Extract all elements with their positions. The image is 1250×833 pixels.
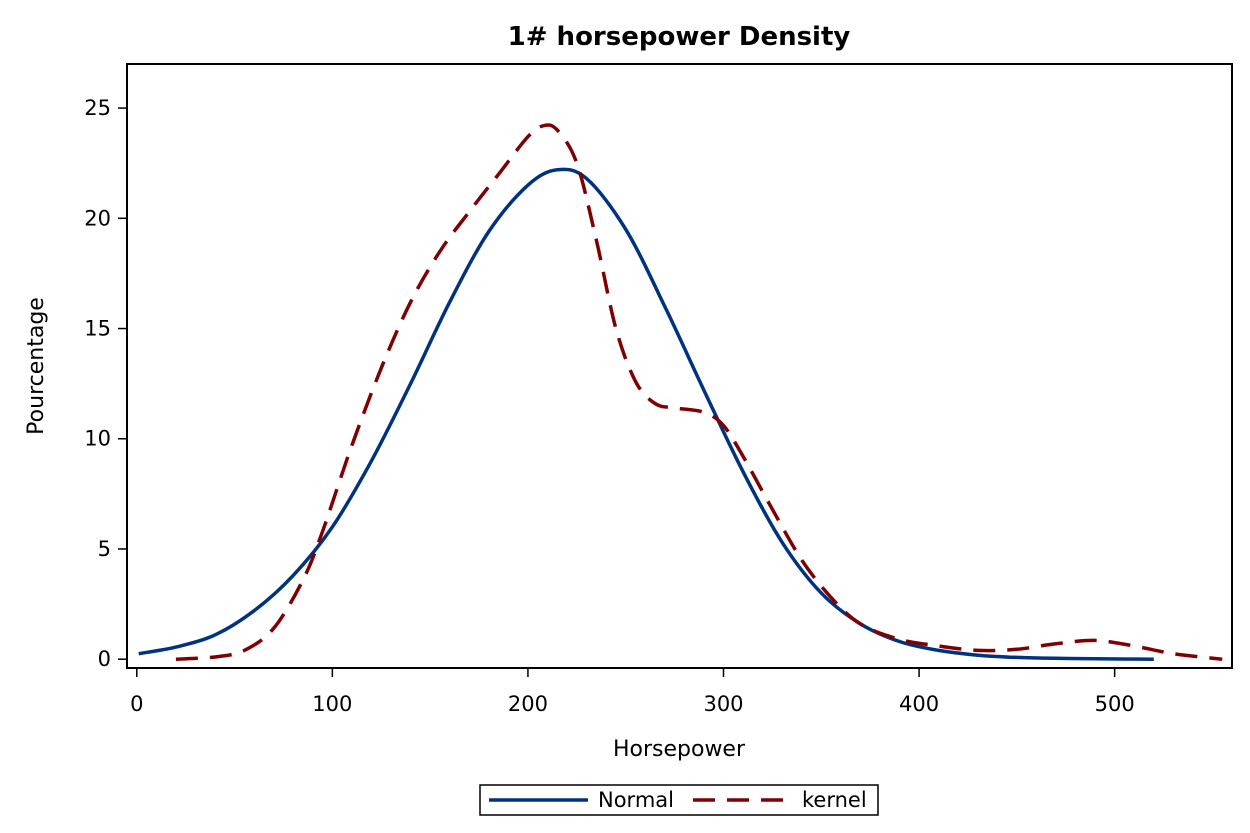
series-layer	[138, 123, 1223, 661]
y-tick-label: 15	[84, 317, 111, 341]
y-tick-label: 0	[98, 647, 111, 671]
legend-label-kernel: kernel	[802, 788, 867, 812]
x-tick-label: 200	[508, 692, 548, 716]
x-tick-label: 400	[899, 692, 939, 716]
plot-area-frame	[126, 63, 1233, 669]
legend-label-normal: Normal	[598, 788, 674, 812]
x-tick-label: 0	[130, 692, 143, 716]
x-tick-label: 500	[1095, 692, 1135, 716]
y-tick-label: 20	[84, 206, 111, 230]
x-axis: 0 100 200 300 400 500	[130, 668, 1135, 716]
legend: Normal kernel	[479, 784, 879, 816]
series-line-kernel	[175, 123, 1223, 661]
x-axis-label: Horsepower	[613, 737, 746, 762]
y-axis-label: Pourcentage	[24, 297, 49, 435]
y-tick-label: 5	[98, 537, 111, 561]
chart-title: 1# horsepower Density	[508, 22, 851, 52]
x-tick-label: 300	[703, 692, 743, 716]
y-tick-label: 25	[84, 96, 111, 120]
series-line-normal	[138, 167, 1154, 661]
y-tick-label: 10	[84, 427, 111, 451]
y-axis: 0 5 10 15 20 25	[84, 96, 127, 671]
x-tick-label: 100	[312, 692, 352, 716]
